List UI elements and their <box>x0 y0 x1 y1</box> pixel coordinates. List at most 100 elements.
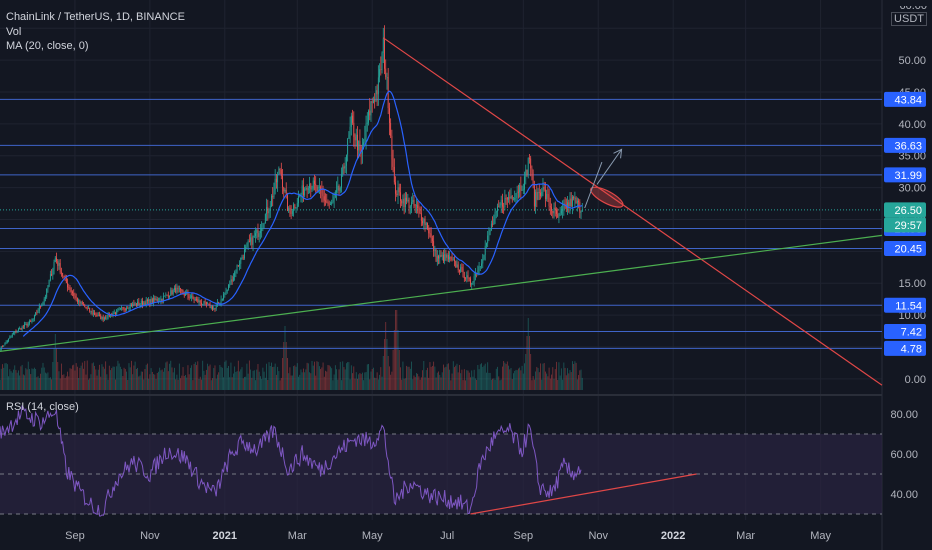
trendlines[interactable] <box>0 37 883 386</box>
candle-body <box>285 189 287 195</box>
volume-bar <box>37 376 39 390</box>
volume-bar <box>171 367 173 390</box>
volume-bar <box>387 356 389 390</box>
time-axis[interactable]: Sep Nov 2021 Mar May Jul Sep Nov 2022 Mar May <box>65 530 831 542</box>
price-tick-label: 30.00 <box>898 183 926 195</box>
volume-bar <box>382 356 384 390</box>
volume-bar <box>472 376 474 390</box>
candle-body <box>470 278 471 285</box>
volume-bar <box>22 374 24 390</box>
volume-bar <box>482 367 484 390</box>
candle-body <box>454 259 455 262</box>
volume-bar <box>176 374 178 390</box>
volume-bar <box>30 374 32 390</box>
volume-bar <box>526 336 528 390</box>
level-tag: 7.42 <box>901 327 922 339</box>
volume-bar <box>368 363 369 390</box>
candle-body <box>64 276 66 278</box>
volume-bar <box>134 361 136 390</box>
volume-bar <box>88 379 89 390</box>
volume-bar <box>170 360 172 390</box>
candle-body <box>48 280 50 287</box>
volume-bar <box>81 362 83 390</box>
price-axis[interactable]: 0.005.0010.0015.0020.0025.0030.0035.0040… <box>890 55 926 501</box>
volume-bar <box>549 378 551 390</box>
time-tick-label: Sep <box>65 530 85 542</box>
volume-bar <box>54 334 56 390</box>
level-tag: 20.45 <box>894 243 922 255</box>
volume-bar <box>210 380 212 390</box>
volume-bar <box>371 368 373 390</box>
volume-bar <box>167 371 169 390</box>
volume-bar <box>38 378 40 390</box>
candle-body <box>102 316 104 320</box>
candle-body <box>119 308 121 309</box>
volume-bar <box>327 364 329 390</box>
candle-body <box>417 205 419 209</box>
volume-bar <box>231 377 233 390</box>
volume-bar <box>218 372 220 390</box>
candle-body <box>245 246 247 250</box>
volume-bar <box>45 372 46 390</box>
volume-bar <box>178 363 180 390</box>
ma-line <box>22 90 583 337</box>
volume-bar <box>140 371 142 390</box>
volume-bar <box>100 376 102 390</box>
volume-bar <box>29 369 30 390</box>
volume-bar <box>416 373 417 390</box>
volume-bar <box>552 367 554 390</box>
candle-body <box>58 262 60 266</box>
volume-bar <box>435 377 437 390</box>
candle-body <box>553 207 555 214</box>
symbol-title[interactable]: ChainLink / TetherUS, 1D, BINANCE <box>6 11 185 23</box>
volume-bar <box>349 379 351 390</box>
volume-bar <box>516 370 518 390</box>
candle-body <box>236 265 238 273</box>
level-tag: 11.54 <box>895 300 922 312</box>
volume-bar <box>207 363 209 390</box>
candle-body <box>92 312 94 314</box>
volume-bar <box>581 377 583 390</box>
volume-legend[interactable]: Vol <box>6 25 22 38</box>
volume-bar <box>461 369 463 390</box>
volume-bar <box>65 376 67 390</box>
candle-body <box>151 298 153 303</box>
candle-body <box>423 218 425 224</box>
volume-bar <box>143 379 145 390</box>
volume-bar <box>479 364 481 390</box>
candle-body <box>208 303 210 305</box>
candle-body <box>572 196 573 207</box>
volume-bar <box>108 365 110 390</box>
candle-body <box>360 146 362 154</box>
candle-body <box>85 307 87 309</box>
candle-body <box>478 266 480 271</box>
volume-bar <box>379 374 381 390</box>
volume-bar <box>145 364 147 390</box>
volume-bar <box>52 362 54 390</box>
volume-bar <box>85 374 87 390</box>
level-tag-bg <box>884 240 926 256</box>
level-tag: 4.78 <box>901 343 922 355</box>
volume-bar <box>216 374 218 390</box>
candle-body <box>336 190 338 193</box>
volume-bar <box>540 363 541 390</box>
volume-bar <box>406 365 408 390</box>
currency-label[interactable]: 60.00 USDT <box>891 6 927 26</box>
candle-body <box>4 342 6 346</box>
candle-body <box>230 279 232 285</box>
candle-body <box>162 296 164 301</box>
rsi-legend[interactable]: RSI (14, close) <box>6 401 79 413</box>
volume-bar <box>441 372 443 390</box>
volume-bar <box>80 365 82 390</box>
volume-bar <box>289 367 291 390</box>
volume-bar <box>337 379 339 390</box>
volume-bar <box>537 368 539 390</box>
candle-body <box>188 296 190 299</box>
candle-body <box>323 196 325 201</box>
ma-legend[interactable]: MA (20, close, 0) <box>6 40 89 52</box>
volume-bar <box>311 360 313 390</box>
candle-body <box>366 122 368 124</box>
candle-body <box>305 187 307 189</box>
volume-bar <box>60 363 62 390</box>
